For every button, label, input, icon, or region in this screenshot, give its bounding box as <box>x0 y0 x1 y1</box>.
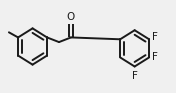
Text: O: O <box>67 12 75 22</box>
Text: F: F <box>132 71 138 81</box>
Text: F: F <box>152 32 158 42</box>
Text: F: F <box>152 52 158 62</box>
